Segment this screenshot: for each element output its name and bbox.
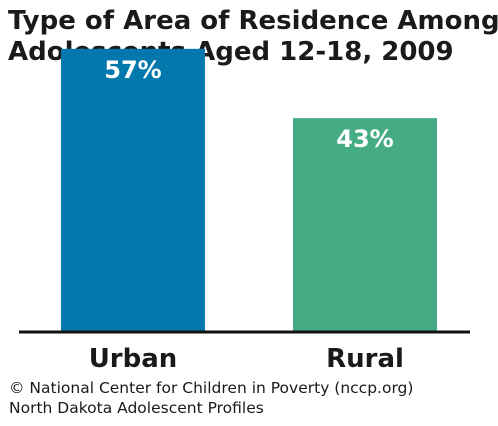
chart-footer: © National Center for Children in Povert… xyxy=(9,378,413,418)
copyright-note: © National Center for Children in Povert… xyxy=(9,379,414,397)
source-note: North Dakota Adolescent Profiles xyxy=(9,399,264,417)
bar-rural xyxy=(293,118,437,332)
chart-title: Type of Area of Residence Among Adolesce… xyxy=(8,6,498,68)
category-label-rural: Rural xyxy=(326,344,404,374)
category-label-urban: Urban xyxy=(89,344,178,374)
value-label-urban: 57% xyxy=(104,56,161,84)
chart-title-line-1: Type of Area of Residence Among xyxy=(8,6,498,36)
bar-urban xyxy=(61,48,205,331)
value-label-rural: 43% xyxy=(336,125,393,153)
